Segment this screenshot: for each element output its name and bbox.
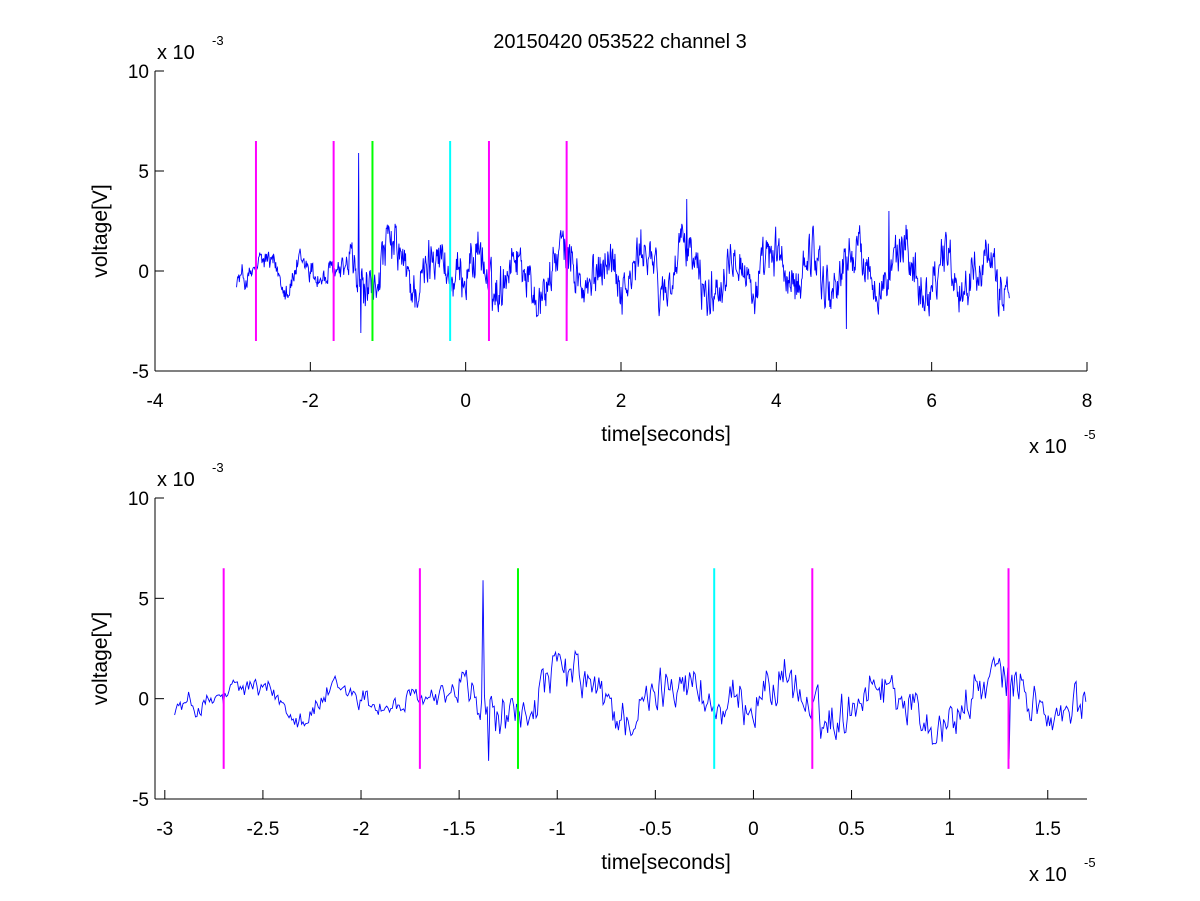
x-exponent-power: -5 [1084, 427, 1096, 442]
y-tick-label: 5 [138, 162, 149, 183]
y-exponent-power: -3 [212, 33, 224, 48]
x-tick-label: -2 [353, 819, 370, 840]
bottom-axes: -3 -2.5 -2 -1.5 -1 -0.5 0 0.5 1 1.5 -5 0 5 10 time[sec… [89, 460, 1096, 886]
x-tick-label: -3 [156, 819, 173, 840]
x-tick-label: 6 [926, 391, 937, 412]
signal-trace [174, 580, 1087, 761]
x-tick-label: 2 [616, 391, 627, 412]
x-tick-label: -4 [147, 391, 164, 412]
y-tick-label: 0 [138, 690, 149, 711]
x-axis-label: time[seconds] [601, 851, 731, 874]
x-tick-label: -1 [549, 819, 566, 840]
x-exponent-label: x 10 [1029, 864, 1067, 886]
y-tick-label: 10 [128, 489, 149, 510]
x-tick-label: -1.5 [443, 819, 476, 840]
top-axes: -4 -2 0 2 4 6 8 -5 0 5 10 time[seconds] voltage[V] x … [89, 33, 1096, 458]
y-tick-label: -5 [132, 790, 149, 811]
x-exponent-power: -5 [1084, 855, 1096, 870]
x-tick-label: 1 [944, 819, 955, 840]
y-axis-label: voltage[V] [89, 612, 112, 705]
x-axis-label: time[seconds] [601, 423, 731, 446]
x-tick-label: -0.5 [639, 819, 672, 840]
y-tick-label: 5 [138, 589, 149, 610]
y-tick-label: 0 [138, 262, 149, 283]
y-tick-label: 10 [128, 62, 149, 83]
x-exponent-label: x 10 [1029, 436, 1067, 458]
y-axis-label: voltage[V] [89, 184, 112, 277]
y-tick-label: -5 [132, 362, 149, 383]
y-exponent-label: x 10 [157, 469, 195, 491]
figure-title: 20150420 053522 channel 3 [493, 31, 747, 53]
y-exponent-label: x 10 [157, 42, 195, 64]
x-tick-label: 0 [748, 819, 759, 840]
x-tick-label: 8 [1082, 391, 1093, 412]
x-tick-label: 0.5 [838, 819, 864, 840]
x-tick-label: 4 [771, 391, 782, 412]
x-tick-label: 1.5 [1035, 819, 1061, 840]
signal-trace [236, 152, 1010, 334]
x-tick-label: -2 [302, 391, 319, 412]
y-exponent-power: -3 [212, 460, 224, 475]
x-tick-label: -2.5 [247, 819, 280, 840]
x-tick-label: 0 [460, 391, 471, 412]
